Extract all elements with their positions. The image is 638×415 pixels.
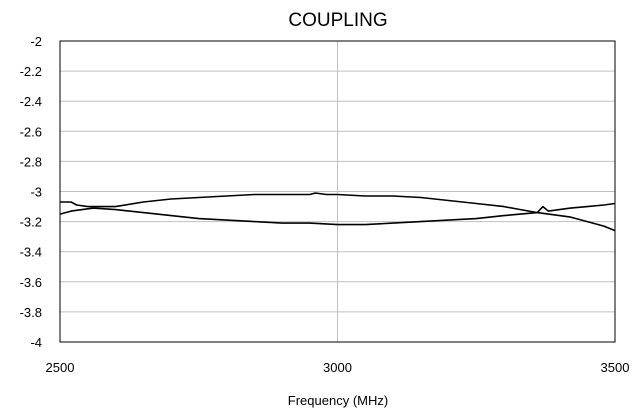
- y-tick-label: -3.6: [20, 275, 42, 290]
- x-axis-label: Frequency (MHz): [288, 393, 388, 408]
- series-line-1: [60, 192, 616, 232]
- chart-title: COUPLING: [288, 10, 387, 31]
- y-tick-label: -2.2: [20, 64, 42, 79]
- x-tick-label: 3000: [323, 360, 352, 375]
- y-tick-label: -3.4: [20, 245, 42, 260]
- x-axis-ticks: 2500 3000 3500: [46, 360, 630, 375]
- y-tick-label: -2.6: [20, 124, 42, 139]
- y-tick-label: -3.8: [20, 305, 42, 320]
- y-tick-label: -2.8: [20, 154, 42, 169]
- y-tick-label: -2: [30, 34, 42, 49]
- plot-frame: [59, 40, 616, 343]
- series-line-2: [59, 202, 616, 226]
- series-group: [59, 192, 616, 232]
- y-axis-ticks: -2 -2.2 -2.4 -2.6 -2.8 -3 -3.2 -3.4 -3.6 -3.8 -4: [20, 34, 42, 350]
- x-tick-label: 3500: [601, 360, 630, 375]
- y-tick-label: -2.4: [20, 94, 42, 109]
- y-tick-label: -3.2: [20, 215, 42, 230]
- x-tick-label: 2500: [46, 360, 75, 375]
- grid: [60, 41, 615, 342]
- y-tick-label: -4: [30, 335, 42, 350]
- y-tick-label: -3: [30, 185, 42, 200]
